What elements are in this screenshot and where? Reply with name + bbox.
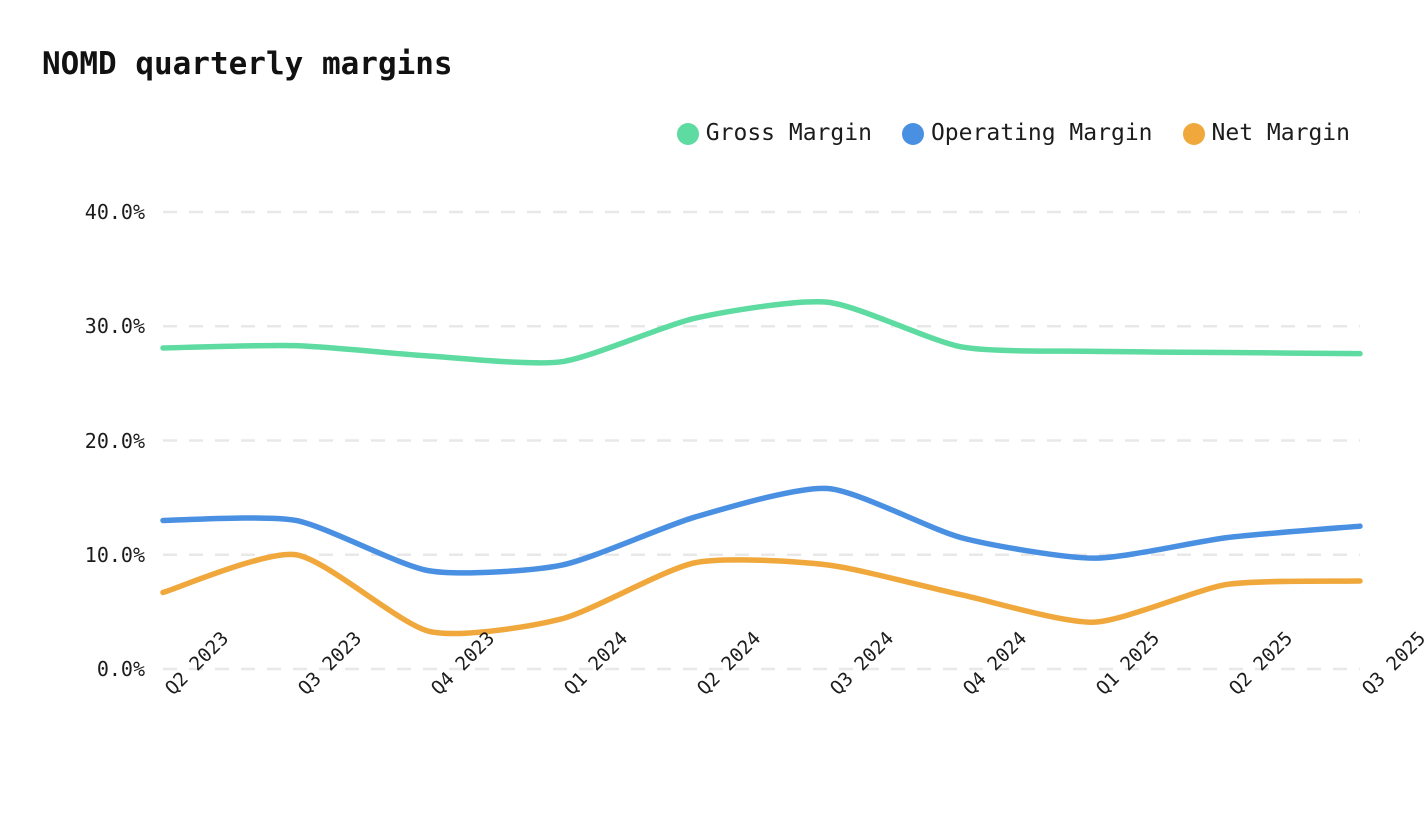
legend-label-gross-margin: Gross Margin xyxy=(705,120,872,146)
series-line-operating-margin xyxy=(160,485,1363,576)
chart-legend: Gross Margin Operating Margin Net Margin xyxy=(676,120,1350,146)
legend-item-gross-margin[interactable]: Gross Margin xyxy=(676,120,872,146)
legend-item-operating-margin[interactable]: Operating Margin xyxy=(901,120,1153,146)
gridlines xyxy=(163,210,1360,671)
y-axis-tick-label: 40.0% xyxy=(84,200,145,224)
series-line-net-margin xyxy=(160,551,1363,637)
y-axis-tick-label: 30.0% xyxy=(84,314,145,339)
series-lines xyxy=(160,299,1363,637)
legend-label-operating-margin: Operating Margin xyxy=(930,120,1153,146)
legend-swatch-net-margin xyxy=(1182,122,1205,145)
y-axis-tick-label: 10.0% xyxy=(84,542,145,567)
legend-swatch-operating-margin xyxy=(901,122,924,145)
series-line-gross-margin xyxy=(160,299,1363,366)
legend-label-net-margin: Net Margin xyxy=(1211,120,1350,146)
y-axis-tick-label: 20.0% xyxy=(84,428,145,453)
legend-item-net-margin[interactable]: Net Margin xyxy=(1182,120,1350,146)
page-title: NOMD quarterly margins xyxy=(42,46,453,82)
legend-swatch-gross-margin xyxy=(676,122,699,145)
y-axis-tick-label: 0.0% xyxy=(96,657,145,681)
